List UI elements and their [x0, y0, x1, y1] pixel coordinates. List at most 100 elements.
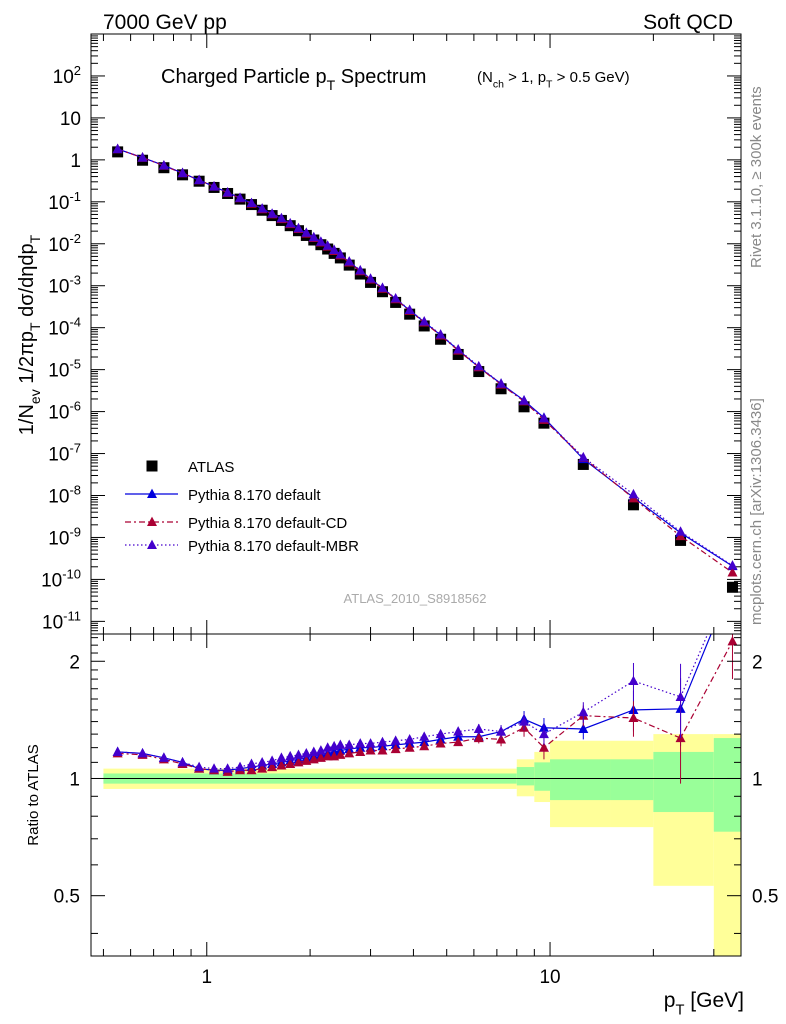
- ratio-y-axis-label: Ratio to ATLAS: [25, 744, 42, 845]
- ratio-point: [344, 739, 355, 749]
- data-point: [308, 231, 319, 242]
- ratio-point: [419, 731, 430, 741]
- ratio-point: [301, 747, 312, 758]
- legend-marker: [147, 516, 157, 527]
- data-point: [727, 560, 738, 570]
- data-point: [112, 143, 123, 154]
- data-point: [285, 217, 296, 228]
- legend-label: Pythia 8.170 default-CD: [188, 515, 347, 532]
- ratio-point: [177, 756, 188, 767]
- data-point: [495, 383, 507, 395]
- ratio-point: [473, 723, 484, 734]
- y-tick-label: 102: [53, 63, 81, 88]
- y-tick-label: 10-5: [48, 357, 81, 382]
- data-point: [344, 256, 355, 266]
- data-point: [158, 160, 169, 170]
- ratio-point: [496, 733, 507, 744]
- ratio-point: [267, 755, 278, 765]
- legend-entry-atlas: ATLAS: [146, 459, 234, 476]
- ratio-point: [727, 635, 738, 646]
- ratio-point: [496, 726, 507, 736]
- ratio-point: [453, 736, 464, 747]
- ratio-point: [276, 752, 287, 762]
- ratio-point: [137, 747, 148, 758]
- data-point: [404, 304, 415, 315]
- ratio-point: [377, 745, 388, 755]
- data-point: [453, 344, 464, 354]
- data-point: [137, 152, 148, 162]
- plot-title: Charged Particle pT​ Spectrum: [161, 66, 426, 93]
- data-point: [246, 197, 257, 208]
- series-line-cd: [117, 148, 733, 573]
- legend: ATLAS Pythia 8.170 default Pythia 8.170 de…: [125, 459, 359, 555]
- legend-label: ATLAS: [188, 459, 234, 476]
- uncertainty-band-green: [516, 767, 535, 786]
- data-point: [293, 222, 304, 233]
- y-tick-label: 10-3: [48, 273, 81, 298]
- ratio-point: [675, 691, 686, 701]
- ratio-point: [285, 750, 296, 761]
- ratio-point: [404, 742, 415, 752]
- ratio-point: [538, 728, 549, 739]
- ratio-point: [158, 752, 169, 762]
- ratio-point: [293, 756, 304, 767]
- ratio-point: [473, 732, 484, 743]
- rivet-label: Rivet 3.1.10, ≥ 300k events: [748, 86, 765, 268]
- ratio-point: [276, 760, 287, 770]
- data-point: [235, 192, 246, 202]
- ratio-point: [194, 761, 205, 772]
- ratio-point: [335, 749, 346, 759]
- data-point: [726, 581, 738, 593]
- legend-marker: [146, 460, 158, 472]
- y-tick-label: 10-1: [48, 189, 81, 214]
- ratio-point: [315, 745, 326, 755]
- data-point: [577, 458, 589, 470]
- ratio-point: [209, 763, 220, 773]
- data-point: [627, 499, 639, 511]
- ratio-plot-frame: [90, 633, 742, 957]
- data-point: [276, 212, 287, 223]
- y-tick-label: 10: [60, 109, 81, 130]
- legend-entry-default: Pythia 8.170 default: [125, 487, 321, 504]
- data-point: [419, 316, 430, 326]
- legend-label: Pythia 8.170 default: [188, 487, 321, 504]
- ratio-point: [355, 738, 366, 748]
- ratio-point: [365, 745, 376, 755]
- ratio-point: [628, 712, 639, 723]
- ratio-point: [453, 731, 464, 741]
- series-default: [112, 143, 738, 571]
- uncertainty-band-green: [550, 759, 611, 801]
- data-point: [301, 227, 312, 237]
- data-point: [727, 567, 738, 577]
- data-point: [538, 412, 549, 423]
- ratio-point: [344, 747, 355, 758]
- data-point: [473, 366, 485, 378]
- ratio-point: [308, 746, 319, 756]
- data-point: [355, 264, 366, 275]
- category-label: Soft QCD: [643, 11, 733, 34]
- ratio-y-tick-label-right: 0.5: [752, 887, 778, 908]
- ratio-point: [365, 738, 376, 748]
- ratio-y-tick-label: 2: [69, 652, 80, 673]
- data-point: [267, 208, 278, 218]
- data-point: [209, 180, 220, 191]
- data-point: [518, 401, 530, 413]
- ratio-point: [578, 723, 589, 734]
- data-point: [335, 248, 346, 259]
- ratio-point: [519, 716, 530, 726]
- legend-marker: [147, 488, 157, 499]
- y-tick-label: 10-10: [41, 566, 81, 591]
- uncertainty-band-green: [534, 762, 551, 791]
- data-point: [194, 174, 205, 185]
- legend-entry-cd: Pythia 8.170 default-CD: [125, 515, 347, 532]
- ratio-point: [246, 758, 257, 768]
- data-point: [675, 526, 686, 536]
- y-tick-label: 10-4: [48, 315, 81, 340]
- legend-marker: [147, 539, 157, 550]
- plot-title-cuts: (Nch​ > 1, pT​ > 0.5 GeV): [477, 69, 630, 90]
- ratio-point: [435, 738, 446, 748]
- ratio-point: [222, 763, 233, 773]
- ratio-series-mbr: [112, 634, 709, 773]
- ratio-point: [419, 740, 430, 751]
- ratio-point: [267, 761, 278, 772]
